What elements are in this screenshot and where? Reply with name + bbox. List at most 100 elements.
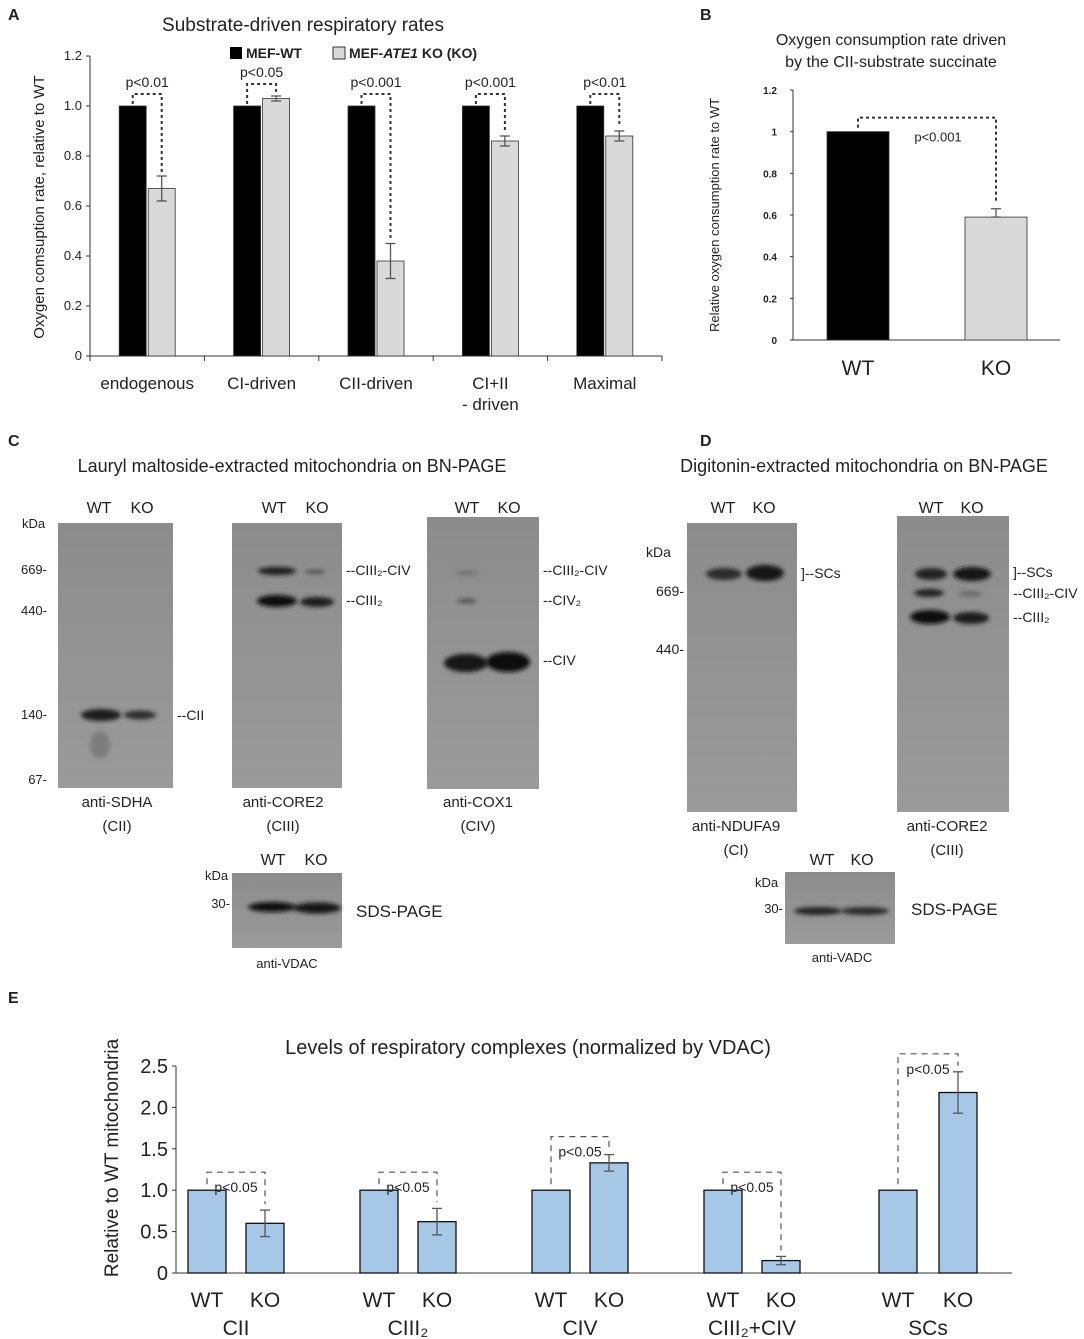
category-label: WT: [707, 1289, 740, 1312]
kda-label: kDa: [755, 875, 779, 890]
significance-bracket: [131, 93, 163, 172]
kda-label: kDa: [205, 868, 229, 883]
y-tick-label: 1.0: [140, 1180, 168, 1202]
panel-letter-b: B: [700, 7, 712, 24]
y-tick-label: 0.8: [64, 148, 82, 163]
panel-c-title: Lauryl maltoside-extracted mitochondria …: [78, 456, 507, 476]
group-label: CII: [223, 1317, 250, 1339]
y-tick-label: 0.5: [140, 1222, 168, 1244]
band-ciii2-civ-wt: [914, 589, 944, 597]
lane-label-ko: KO: [497, 500, 520, 517]
category-label: WT: [842, 357, 875, 380]
band-label-scs: ]--SCs: [801, 565, 841, 581]
chart-b-title-line2: by the CII-substrate succinate: [785, 54, 997, 71]
category-label: KO: [250, 1289, 280, 1312]
complex-label: (CI): [724, 842, 749, 859]
bar-wt: [118, 105, 147, 357]
antibody-label: anti-VDAC: [256, 956, 317, 971]
band-ciii2-wt: [910, 610, 950, 624]
band-vdac-ko: [841, 907, 889, 915]
chart-a-annotations: p<0.01 p<0.05 p<0.001 p<0.001 p<0.01: [126, 64, 627, 240]
band-ciii2-civ-ko: [958, 591, 982, 597]
bar-ko: [589, 1162, 629, 1274]
bar-ko: [605, 135, 634, 357]
lane-label-wt: WT: [455, 500, 480, 517]
antibody-label: anti-VADC: [812, 950, 872, 965]
p-value-label: p<0.05: [386, 1179, 429, 1195]
band-label-ciii2: --CIII₂: [346, 592, 383, 608]
blot-d-core2: WT KO ]--SCs --CIII₂-CIV --CIII₂ anti-CO…: [897, 500, 1078, 859]
bar-wt: [347, 105, 376, 357]
lane-label-ko: KO: [130, 500, 153, 517]
lane-label-wt: WT: [919, 500, 944, 517]
bar-wt: [878, 1189, 918, 1274]
legend-a-wt-swatch: [230, 47, 242, 59]
band-ciii2-ko: [300, 597, 334, 607]
significance-bracket: [360, 93, 392, 240]
band-ciii2-ko: [953, 612, 989, 624]
panel-d-marker-440: 440-: [656, 641, 684, 657]
lane-label-ko: KO: [752, 500, 775, 517]
panel-a: A Substrate-driven respiratory rates Oxy…: [8, 7, 663, 414]
category-label: CI-driven: [227, 374, 296, 393]
panel-letter-c: C: [8, 433, 20, 450]
chart-e-title: Levels of respiratory complexes (normali…: [285, 1037, 771, 1059]
band-vdac-wt: [794, 907, 842, 915]
legend-a-wt-label: MEF-WT: [246, 45, 302, 61]
lane-label-ko: KO: [305, 500, 328, 517]
lane-label-wt: WT: [87, 500, 112, 517]
panel-c: C Lauryl maltoside-extracted mitochondri…: [8, 433, 608, 971]
y-tick-label: 0.4: [763, 253, 777, 264]
antibody-label: anti-NDUFA9: [692, 818, 780, 835]
legend-a-ko-label: MEF-ATE1 KO (KO): [349, 45, 477, 61]
antibody-label: anti-CORE2: [907, 818, 988, 835]
panel-d: D Digitonin-extracted mitochondria on BN…: [646, 433, 1078, 965]
bar-wt: [531, 1189, 571, 1274]
band-label-scs: ]--SCs: [1013, 564, 1053, 580]
sds-page-label: SDS-PAGE: [356, 902, 443, 921]
significance-bracket: [206, 1171, 266, 1205]
band-label-ciii2-civ: --CIII₂-CIV: [346, 562, 411, 578]
category-label: WT: [535, 1289, 568, 1312]
bar-wt: [826, 131, 890, 341]
y-tick-label: 0.4: [64, 248, 82, 263]
significance-bracket: [378, 1171, 438, 1203]
panel-c-marker-440: 440-: [21, 603, 47, 618]
panel-e: E Levels of respiratory complexes (norma…: [8, 990, 1012, 1339]
p-value-label: p<0.001: [465, 74, 516, 90]
bar-wt: [187, 1189, 227, 1274]
legend-a-ko-swatch: [332, 46, 346, 60]
band-civ2-wt: [457, 598, 477, 604]
p-value-label: p<0.05: [214, 1179, 257, 1195]
complex-label: (CIII): [930, 842, 963, 859]
y-tick-label: 0.6: [64, 198, 82, 213]
band-ciii2-civ-ko: [305, 569, 325, 575]
significance-bracket: [474, 93, 506, 132]
band-scs-ko: [746, 565, 784, 581]
chart-e-bars: [187, 1071, 978, 1274]
panel-c-marker-669: 669-: [21, 562, 47, 577]
panel-d-kda-label: kDa: [646, 544, 671, 560]
gel-image: [58, 523, 173, 788]
p-value-label: p<0.05: [558, 1144, 601, 1160]
band-label-civ2: --CIV₂: [543, 592, 581, 608]
panel-c-kda-label: kDa: [22, 516, 46, 531]
band-vdac-ko: [293, 902, 341, 914]
lane-label-wt: WT: [711, 500, 736, 517]
significance-bracket: [857, 116, 997, 203]
category-label: WT: [191, 1289, 224, 1312]
y-tick-label: 0: [75, 348, 82, 363]
chart-b-annotation: p<0.001: [857, 116, 997, 203]
category-label: WT: [363, 1289, 396, 1312]
lane-label-ko: KO: [850, 852, 873, 869]
bar-ko: [964, 216, 1028, 341]
blot-c-cox1: WT KO --CIII₂-CIV --CIV₂ --CIV anti-COX1…: [427, 500, 608, 835]
blot-c-sdha: WT KO --CII anti-SDHA (CII): [58, 500, 204, 835]
antibody-label: anti-SDHA: [82, 794, 153, 811]
panel-d-marker-669: 669-: [656, 583, 684, 599]
panel-letter-d: D: [700, 433, 712, 450]
category-label: KO: [943, 1289, 973, 1312]
bar-ko: [938, 1091, 978, 1274]
p-value-label: p<0.001: [914, 130, 961, 145]
